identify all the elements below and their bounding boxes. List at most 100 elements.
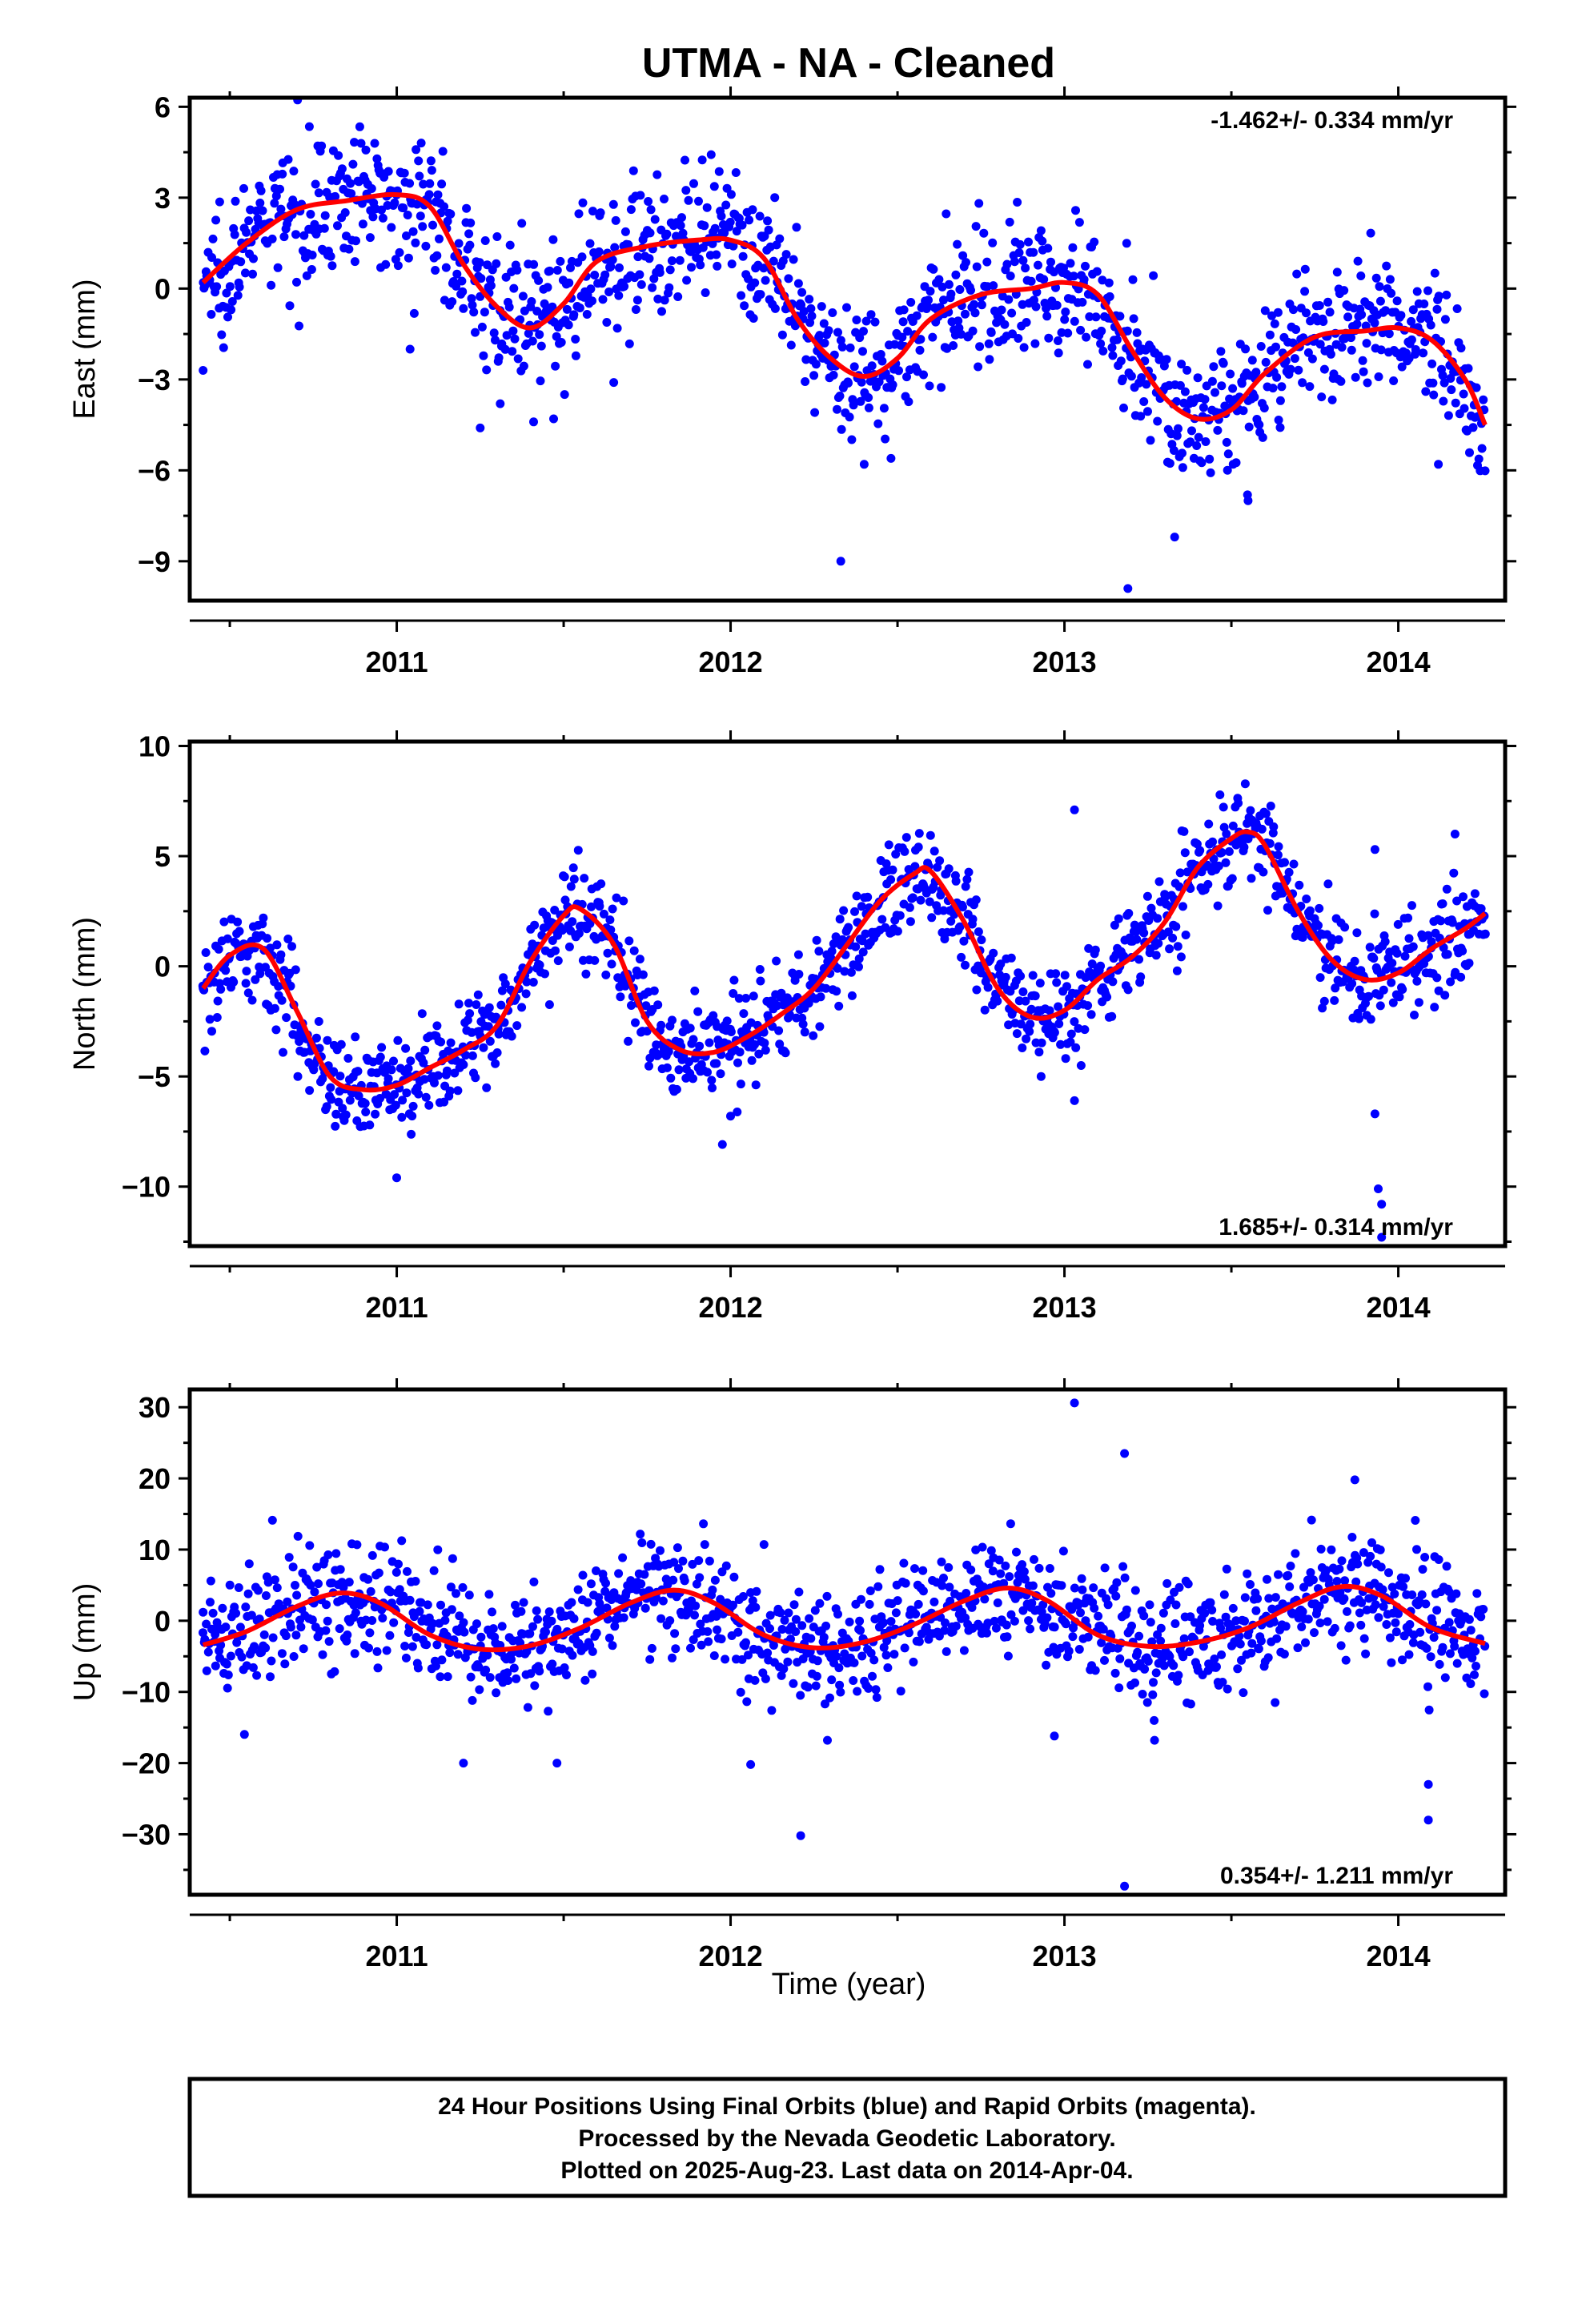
data-point: [636, 191, 645, 200]
data-point: [1077, 1574, 1086, 1583]
data-point: [334, 151, 343, 160]
data-point: [1319, 364, 1329, 374]
data-point: [519, 1598, 528, 1607]
data-point: [1199, 1642, 1208, 1651]
data-point: [1200, 395, 1210, 404]
data-point: [390, 1090, 400, 1100]
data-point: [884, 840, 893, 850]
data-point: [847, 435, 857, 444]
data-point: [1222, 829, 1231, 838]
data-point: [282, 1013, 291, 1023]
data-point: [641, 1001, 651, 1011]
data-point: [292, 1590, 302, 1600]
data-point: [779, 1664, 789, 1674]
data-point: [424, 190, 434, 199]
data-point: [1436, 916, 1446, 926]
data-point: [275, 184, 284, 194]
data-point: [1006, 271, 1015, 281]
data-point: [1393, 919, 1403, 929]
data-point: [835, 392, 845, 400]
data-point: [765, 1610, 775, 1620]
data-point: [1146, 903, 1156, 913]
data-point: [864, 1683, 873, 1693]
data-point: [725, 217, 735, 227]
data-point: [1337, 343, 1347, 352]
data-point: [1396, 311, 1406, 320]
data-point: [464, 999, 473, 1008]
data-point: [239, 183, 248, 193]
data-point: [1110, 1668, 1120, 1678]
data-point: [1279, 1650, 1289, 1659]
data-point: [975, 342, 985, 352]
data-point: [361, 1108, 371, 1116]
data-point: [1466, 1679, 1476, 1688]
data-point: [1472, 383, 1481, 392]
data-point: [748, 205, 757, 215]
data-point: [1464, 364, 1473, 373]
data-point: [1136, 972, 1146, 982]
data-point: [1038, 236, 1047, 246]
data-point: [941, 1618, 950, 1627]
data-point: [1066, 259, 1075, 268]
data-point: [274, 982, 283, 991]
data-point: [815, 1598, 825, 1608]
data-point: [222, 288, 231, 298]
data-point: [1219, 1590, 1229, 1599]
data-point: [1260, 306, 1270, 316]
data-point: [677, 213, 686, 223]
data-point: [371, 1109, 380, 1119]
data-point: [305, 1086, 315, 1096]
data-point: [365, 233, 375, 243]
data-point: [686, 1643, 695, 1653]
data-point: [708, 239, 717, 248]
data-point: [605, 915, 615, 925]
data-point: [1085, 312, 1094, 321]
data-point: [529, 1577, 539, 1586]
data-point: [881, 1651, 891, 1660]
data-point: [1351, 372, 1360, 382]
data-point: [648, 283, 657, 292]
data-point: [248, 1663, 258, 1672]
data-point: [206, 1598, 215, 1607]
data-point: [1137, 373, 1146, 382]
data-point: [1415, 1627, 1425, 1637]
data-point: [445, 1086, 455, 1096]
data-point: [1246, 806, 1255, 815]
data-point: [1045, 1564, 1054, 1573]
data-point: [1364, 991, 1373, 1001]
data-point: [761, 1045, 770, 1055]
data-point: [566, 882, 576, 891]
data-point: [1180, 848, 1190, 858]
data-point: [435, 234, 444, 243]
data-point: [727, 259, 737, 269]
data-point: [604, 1633, 614, 1642]
data-point: [836, 336, 845, 345]
data-point: [1387, 1582, 1397, 1592]
data-point: [764, 225, 773, 235]
data-point: [408, 1101, 418, 1111]
data-point: [416, 211, 425, 221]
data-point: [1007, 308, 1017, 318]
data-point: [1398, 1655, 1407, 1665]
data-point: [1107, 1011, 1117, 1021]
data-point: [1222, 437, 1231, 447]
data-point: [656, 1614, 666, 1623]
data-point: [1171, 1600, 1181, 1610]
data-point: [916, 335, 926, 344]
data-point: [979, 228, 989, 238]
data-point: [849, 400, 858, 410]
data-point: [849, 1676, 858, 1685]
data-point: [1254, 1644, 1263, 1654]
data-point: [494, 353, 504, 363]
data-point: [693, 1007, 703, 1016]
data-point: [440, 1097, 449, 1107]
data-point: [588, 296, 596, 306]
data-point: [390, 198, 400, 207]
data-point: [335, 1565, 345, 1574]
data-point: [1358, 356, 1367, 365]
data-point: [502, 331, 512, 340]
data-point: [465, 1009, 475, 1019]
data-point: [1239, 842, 1249, 852]
data-point: [1297, 1622, 1307, 1631]
data-point: [1112, 1578, 1122, 1587]
